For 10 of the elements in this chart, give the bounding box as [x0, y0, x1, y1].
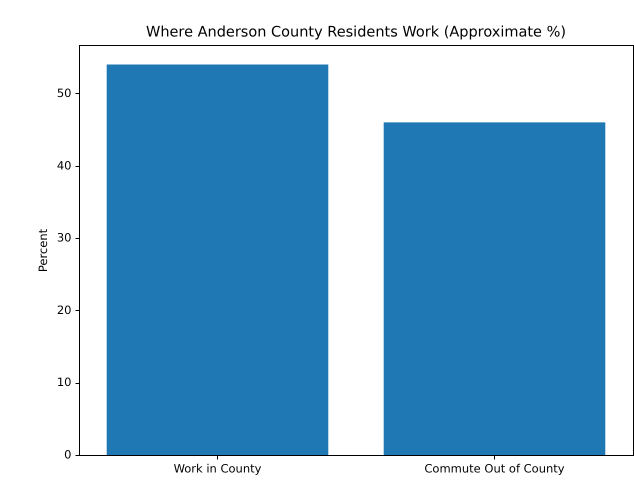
chart-title: Where Anderson County Residents Work (Approximate %) [146, 24, 566, 40]
y-tick-label: 0 [64, 448, 72, 462]
x-tick-label: Work in County [174, 462, 262, 476]
y-tick-label: 50 [56, 86, 72, 100]
y-tick-label: 10 [56, 375, 72, 390]
y-tick-label: 40 [56, 158, 72, 172]
y-tick-label: 30 [56, 230, 72, 245]
x-tick-label: Commute Out of County [424, 462, 565, 476]
y-axis-title: Percent [36, 228, 50, 272]
y-tick-label: 20 [56, 302, 72, 317]
